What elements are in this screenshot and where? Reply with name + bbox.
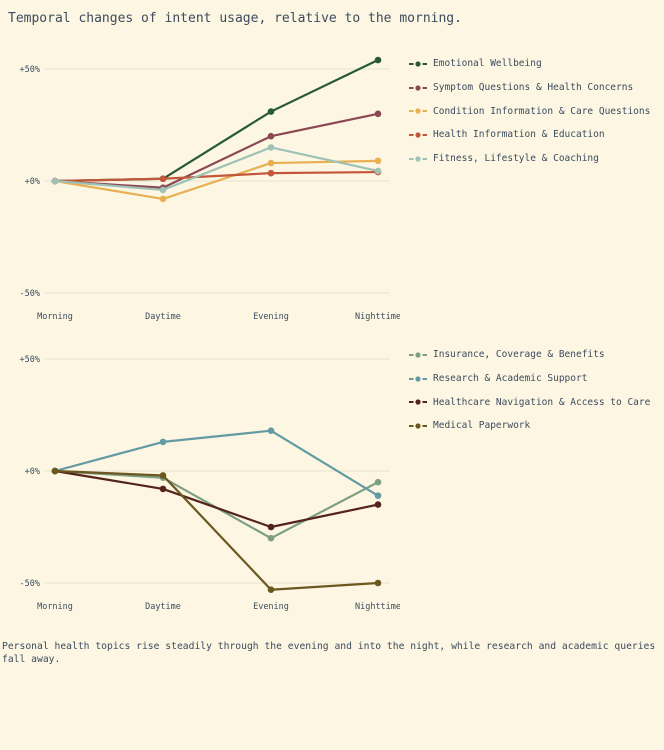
series-point [159,186,167,194]
x-axis-tick-label: Daytime [145,602,181,612]
legend-marker-icon [409,375,427,382]
series-point [374,579,382,587]
series-point [159,485,167,493]
series-point [159,472,167,479]
legend-item-label: Insurance, Coverage & Benefits [433,349,605,361]
series-point [51,467,59,475]
x-axis-tick-label: Evening [253,312,289,322]
series-point [374,478,382,486]
chart-1-plot: +50% +0% -50% Morning Daytime Evening Nighttim… [20,56,400,322]
legend-item: Symptom Questions & Health Concerns [409,76,650,100]
x-axis-tick-label: Morning [37,312,73,322]
series-line [53,469,380,529]
series-point [374,167,382,175]
series-point [51,177,59,185]
legend-item-label: Medical Paperwork [433,420,531,432]
x-axis-tick-label: Evening [253,602,289,612]
y-axis-tick-label: +0% [25,177,40,187]
x-axis-tick-label: Morning [37,602,73,612]
series-point [267,108,275,115]
series-point [267,427,275,434]
y-axis-tick-label: +50% [20,65,40,75]
series-point [267,132,275,140]
y-axis-tick-label: +0% [25,467,40,477]
legend-item: Fitness, Lifestyle & Coaching [409,147,650,171]
series-point [267,159,275,167]
legend-marker-icon [409,399,427,405]
x-axis-tick-label: Nighttime [355,602,400,612]
series-point [374,110,382,118]
series-point [267,144,275,151]
series-line [53,429,380,497]
legend-marker-icon [409,108,427,114]
caption: Personal health topics rise steadily thr… [2,641,656,665]
legend-marker-icon [409,61,427,67]
legend-item-label: Emotional Wellbeing [433,58,542,70]
legend-item-label: Health Information & Education [433,129,605,141]
series-point [374,56,382,64]
page-title: Temporal changes of intent usage, relati… [8,11,462,26]
series-line [53,170,380,183]
series-point [267,523,275,531]
series-point [267,534,275,542]
legend-marker-icon [409,352,427,358]
legend-marker-icon [409,84,427,91]
series-point [374,157,382,165]
legend-item-label: Condition Information & Care Questions [433,105,651,117]
legend-item-label: Research & Academic Support [433,373,588,385]
y-axis-tick-label: -50% [20,579,40,589]
y-axis-tick-label: +50% [20,355,40,365]
chart-1-legend: Emotional Wellbeing Symptom Questions & H… [409,52,650,170]
legend-marker-icon [409,155,427,162]
series-point [267,586,275,594]
series-line [53,469,380,591]
legend-item-label: Symptom Questions & Health Concerns [433,82,634,94]
legend-marker-icon [409,423,427,429]
legend-item: Health Information & Education [409,123,650,147]
series-line [53,146,380,192]
legend-item: Healthcare Navigation & Access to Care [409,390,650,414]
legend-marker-icon [409,132,427,138]
series-line [53,112,380,189]
chart-2-plot: +50% +0% -50% Morning Daytime Evening Nighttim… [20,355,400,612]
x-axis-tick-label: Daytime [145,312,181,322]
legend-item-label: Healthcare Navigation & Access to Care [433,396,651,408]
series-point [267,169,275,177]
legend-item: Research & Academic Support [409,367,650,391]
y-axis-tick-label: -50% [20,289,40,299]
legend-item-label: Fitness, Lifestyle & Coaching [433,153,599,165]
series-point [159,175,167,183]
legend-item: Insurance, Coverage & Benefits [409,343,650,367]
legend-item: Medical Paperwork [409,414,650,438]
chart-2-legend: Insurance, Coverage & Benefits Research &… [409,343,650,438]
series-point [159,195,167,203]
series-point [374,492,382,499]
legend-item: Condition Information & Care Questions [409,99,650,123]
series-point [374,501,382,508]
x-axis-tick-label: Nighttime [355,312,400,322]
series-point [159,438,167,446]
series-line [53,469,380,540]
legend-item: Emotional Wellbeing [409,52,650,76]
series-line [53,159,380,201]
